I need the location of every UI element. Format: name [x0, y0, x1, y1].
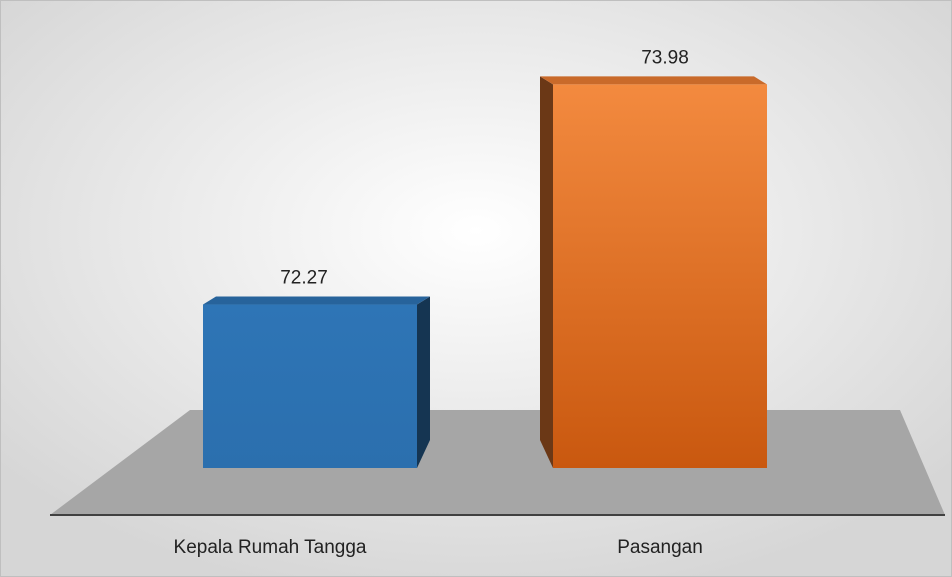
floor: [50, 410, 945, 515]
x-tick-label: Pasangan: [617, 537, 703, 558]
x-tick-label: Kepala Rumah Tangga: [174, 537, 367, 558]
value-label: 72.27: [280, 268, 328, 289]
bar: [203, 304, 417, 468]
value-label: 73.98: [641, 47, 689, 68]
bar-side: [417, 296, 430, 468]
bar-side: [540, 76, 553, 468]
bar: [553, 84, 767, 468]
bar-top: [203, 296, 430, 305]
bar-top: [540, 76, 767, 85]
